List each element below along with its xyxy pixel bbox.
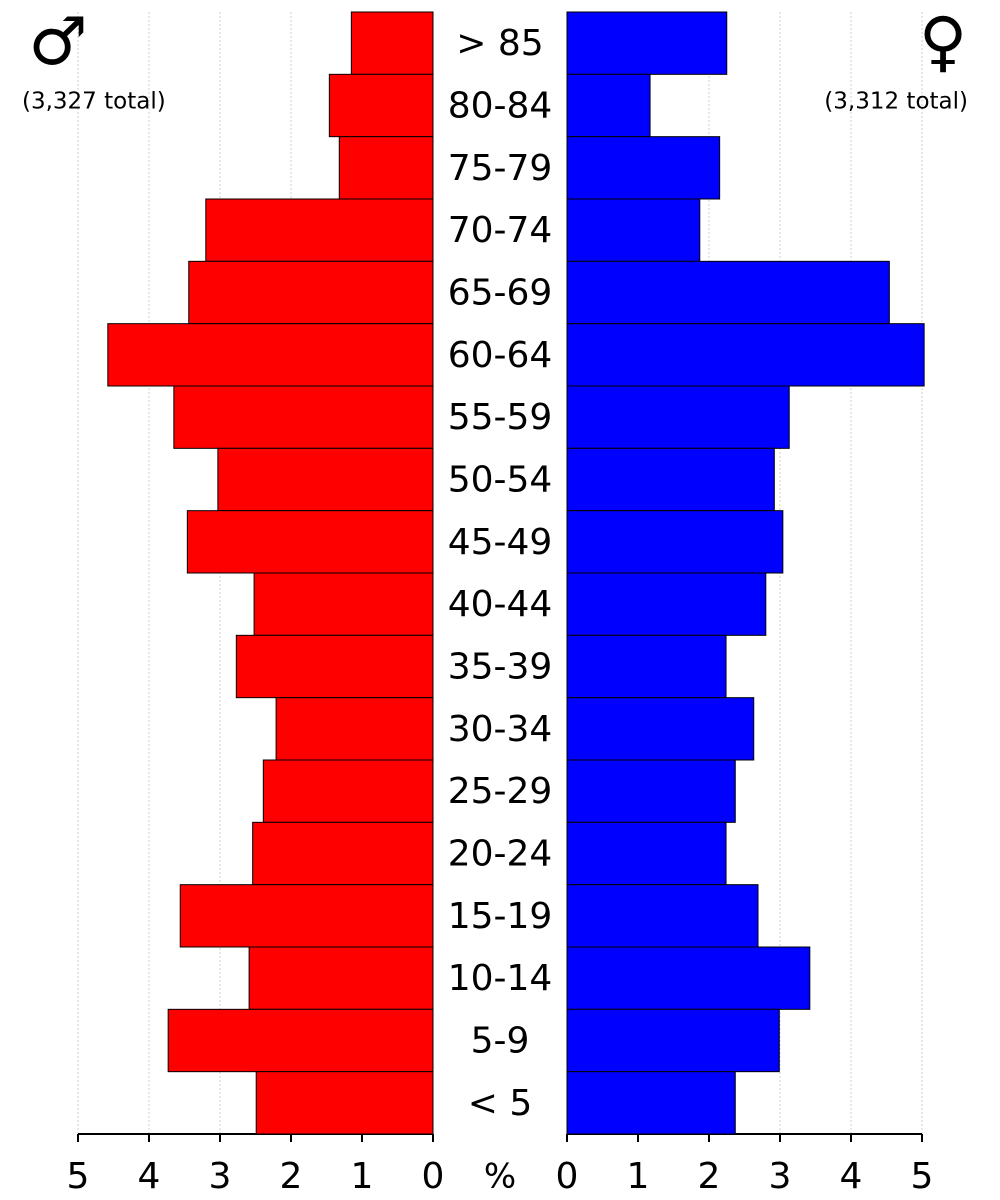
bar <box>566 260 890 325</box>
bar <box>566 1071 736 1135</box>
bar <box>262 759 434 823</box>
bar <box>566 73 651 138</box>
category-label: 45-49 <box>448 522 553 563</box>
bar <box>186 510 434 574</box>
x-tick-label: 2 <box>280 1156 303 1197</box>
category-label: 50-54 <box>448 460 553 501</box>
x-tick-label: 5 <box>67 1156 90 1197</box>
bar <box>566 136 721 200</box>
x-tick-label: 5 <box>911 1156 934 1197</box>
legend-total: (3,312 total) <box>824 89 968 115</box>
x-tick-label: 0 <box>556 1156 579 1197</box>
x-tick-label: 1 <box>627 1156 650 1197</box>
category-label: 30-34 <box>448 709 553 750</box>
category-label: 5-9 <box>471 1021 530 1062</box>
category-label: 55-59 <box>448 397 553 438</box>
bar <box>566 946 811 1010</box>
bar <box>179 884 434 948</box>
bar <box>338 136 434 200</box>
bar <box>205 198 434 262</box>
bar <box>566 323 925 387</box>
category-label: 15-19 <box>448 896 553 937</box>
x-tick-label: 2 <box>698 1156 721 1197</box>
category-label: 60-64 <box>448 335 553 376</box>
x-tick-label: 3 <box>209 1156 232 1197</box>
category-label: 10-14 <box>448 958 553 999</box>
bar <box>252 821 434 886</box>
x-tick-label: 0 <box>422 1156 445 1197</box>
bar <box>188 260 434 325</box>
bar <box>217 447 434 512</box>
bar <box>566 572 767 636</box>
bar <box>253 572 434 636</box>
bar <box>235 634 434 699</box>
bar <box>167 1008 434 1073</box>
legend-total: (3,327 total) <box>22 89 166 115</box>
legend-symbol: ♂ <box>28 3 87 80</box>
bar <box>566 198 701 262</box>
category-label: 65-69 <box>448 273 553 314</box>
bar <box>566 385 790 449</box>
category-label: 70-74 <box>448 210 553 251</box>
category-label: 40-44 <box>448 584 553 625</box>
bar <box>566 1008 780 1073</box>
x-tick-label: 4 <box>138 1156 161 1197</box>
unit-label: % <box>484 1157 516 1197</box>
category-label: 75-79 <box>448 148 553 189</box>
bar <box>173 385 434 449</box>
category-label: 20-24 <box>448 834 553 875</box>
bar <box>275 697 434 761</box>
bar <box>566 447 775 512</box>
bar <box>255 1071 434 1135</box>
category-label: 25-29 <box>448 771 553 812</box>
bar <box>566 11 728 75</box>
category-label: 35-39 <box>448 647 553 688</box>
bar <box>566 821 727 886</box>
bar <box>248 946 434 1010</box>
x-tick-label: 1 <box>351 1156 374 1197</box>
x-tick-label: 3 <box>769 1156 792 1197</box>
bar <box>350 11 434 75</box>
bar <box>107 323 434 387</box>
bar <box>566 634 727 699</box>
x-tick-label: 4 <box>840 1156 863 1197</box>
category-label: < 5 <box>468 1083 533 1124</box>
bar <box>566 510 784 574</box>
legend-symbol: ♀ <box>919 3 967 80</box>
category-label: > 85 <box>456 23 543 64</box>
bar <box>566 759 736 823</box>
category-label: 80-84 <box>448 86 553 127</box>
bar <box>566 697 755 761</box>
bar <box>566 884 759 948</box>
bar <box>328 73 434 138</box>
